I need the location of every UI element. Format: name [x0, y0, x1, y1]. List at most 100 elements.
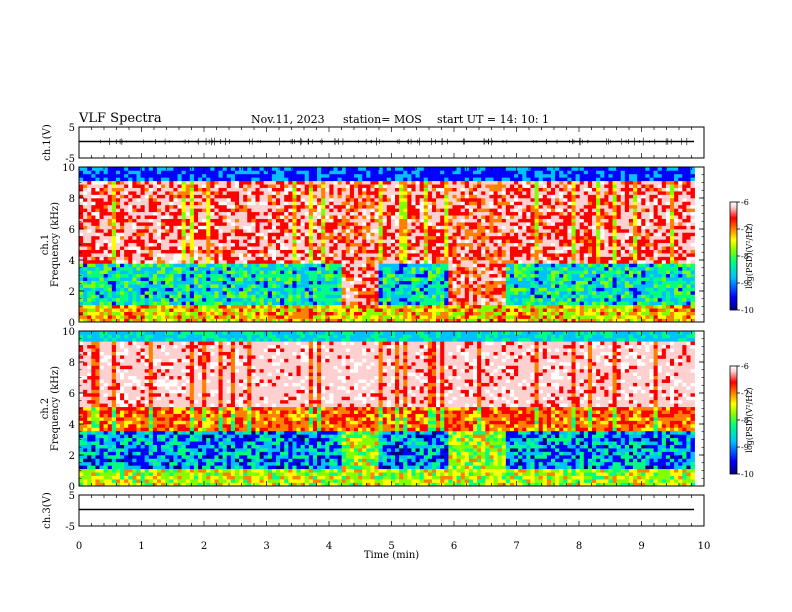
spectrogram-cell — [415, 284, 420, 288]
spectrogram-cell — [280, 235, 285, 240]
spectrogram-cell — [526, 297, 531, 302]
spectrogram-cell — [165, 308, 170, 312]
spectrogram-cell — [267, 222, 273, 226]
spectrogram-cell — [83, 235, 88, 240]
spectrogram-cell — [169, 280, 174, 285]
spectrogram-cell — [353, 225, 359, 230]
spectrogram-cell — [308, 229, 314, 233]
spectrogram-cell — [87, 246, 92, 250]
spectrogram-cell — [419, 211, 425, 216]
spectrogram-cell — [374, 256, 379, 261]
spectrogram-cell — [185, 270, 191, 275]
spectrogram-cell — [251, 232, 256, 237]
spectrogram-cell — [115, 222, 121, 226]
spectrogram-cell — [341, 266, 347, 271]
spectrogram-cell — [530, 273, 535, 278]
spectrogram-cell — [345, 256, 351, 261]
spectrogram-cell — [115, 249, 121, 254]
spectrogram-cell — [251, 201, 256, 206]
spectrogram-cell — [128, 263, 133, 268]
spectrogram-cell — [111, 201, 117, 206]
spectrogram-cell — [407, 218, 412, 223]
spectrogram-cell — [304, 297, 310, 302]
spectrogram-cell — [206, 318, 211, 323]
spectrogram-cell — [124, 315, 129, 319]
spectrogram-cell — [436, 180, 441, 185]
spectrogram-cell — [115, 211, 121, 216]
spectrogram-cell — [399, 266, 404, 271]
spectrogram-cell — [399, 270, 404, 275]
spectrogram-cell — [79, 194, 84, 199]
spectrogram-cell — [353, 204, 359, 209]
spectrogram-cell — [210, 211, 215, 216]
spectrogram-cell — [329, 208, 334, 213]
spectrogram-cell — [148, 318, 154, 323]
spectrogram-cell — [181, 291, 186, 295]
spectrogram-cell — [522, 315, 527, 319]
spectrogram-cell — [132, 170, 137, 175]
spectrogram-cell — [103, 273, 109, 278]
spectrogram-cell — [382, 242, 388, 247]
spectrogram-cell — [115, 246, 121, 250]
spectrogram-cell — [214, 184, 219, 188]
spectrogram-cell — [358, 208, 363, 213]
spectrogram-cell — [280, 232, 285, 237]
spectrogram-cell — [403, 229, 408, 233]
spectrogram-cell — [341, 308, 347, 312]
spectrogram-cell — [411, 266, 416, 271]
spectrogram-cell — [456, 208, 461, 213]
spectrogram-cell — [267, 304, 273, 309]
spectrogram-cell — [509, 280, 515, 285]
spectrogram-cell — [189, 194, 195, 199]
spectrogram-cell — [148, 263, 154, 268]
spectrogram-cell — [79, 222, 84, 226]
spectrogram-cell — [284, 204, 289, 209]
spectrogram-cell — [473, 218, 478, 223]
spectrogram-cell — [304, 301, 310, 306]
spectrogram-cell — [156, 204, 162, 209]
spectrogram-cell — [173, 242, 178, 247]
spectrogram-cell — [436, 249, 441, 254]
spectrogram-cell — [509, 315, 515, 319]
spectrogram-cell — [464, 225, 470, 230]
spectrogram-cell — [440, 204, 445, 209]
spectrogram-cell — [444, 311, 449, 316]
spectrogram-cell — [505, 170, 511, 175]
spectrogram-cell — [489, 315, 494, 319]
spectrogram-cell — [181, 180, 186, 185]
spectrogram-cell — [173, 173, 178, 178]
spectrogram-cell — [468, 187, 474, 192]
spectrogram-cell — [333, 235, 338, 240]
spectrogram-cell — [165, 218, 170, 223]
spectrogram-cell — [505, 242, 511, 247]
spectrogram-cell — [222, 180, 228, 185]
spectrogram-cell — [173, 218, 178, 223]
spectrogram-cell — [374, 204, 379, 209]
spectrogram-cell — [79, 294, 84, 299]
spectrogram-cell — [321, 266, 326, 271]
spectrogram-cell — [107, 242, 113, 247]
spectrogram-cell — [181, 273, 186, 278]
spectrogram-cell — [300, 239, 306, 244]
spectrogram-cell — [514, 239, 519, 244]
spectrogram-cell — [329, 170, 334, 175]
spectrogram-cell — [181, 225, 186, 230]
spectrogram-cell — [111, 315, 117, 319]
spectrogram-cell — [321, 277, 326, 281]
spectrogram-cell — [148, 167, 154, 171]
spectrogram-cell — [202, 170, 207, 175]
spectrogram-cell — [255, 273, 260, 278]
spectrogram-cell — [280, 263, 285, 268]
spectrogram-cell — [370, 229, 375, 233]
spectrogram-cell — [103, 291, 109, 295]
spectrogram-cell — [95, 284, 100, 288]
spectrogram-cell — [132, 277, 137, 281]
spectrogram-cell — [284, 180, 289, 185]
spectrogram-cell — [226, 315, 232, 319]
spectrogram-cell — [83, 173, 88, 178]
spectrogram-cell — [399, 229, 404, 233]
spectrogram-cell — [222, 294, 228, 299]
spectrogram-cell — [518, 315, 523, 319]
spectrogram-cell — [140, 301, 145, 306]
spectrogram-cell — [202, 242, 207, 247]
